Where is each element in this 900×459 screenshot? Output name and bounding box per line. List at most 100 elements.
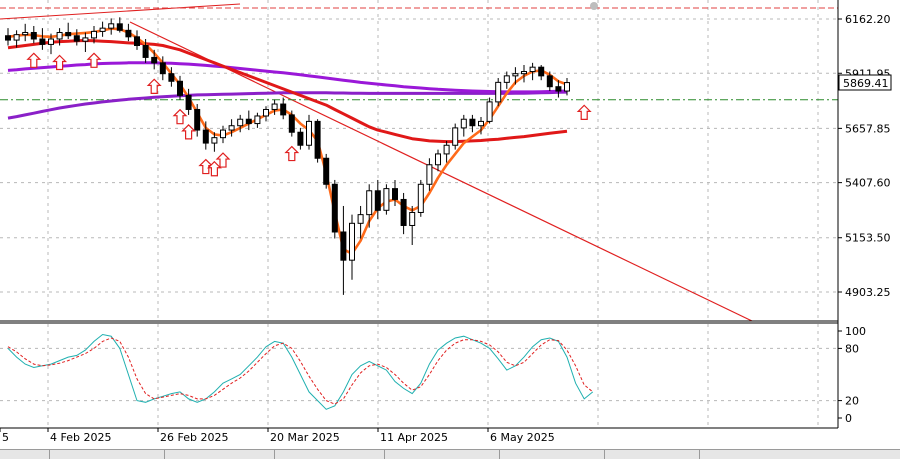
fractal-up-arrow-icon[interactable]	[86, 52, 102, 68]
candle-body[interactable]	[237, 118, 244, 127]
candle-body[interactable]	[564, 82, 570, 92]
chart-shift-marker-icon[interactable]	[590, 2, 598, 10]
fractal-up-arrow-icon[interactable]	[284, 145, 300, 162]
candle-body[interactable]	[202, 129, 209, 144]
date-tick-label: 26 Feb 2025	[160, 431, 228, 444]
symbol-tab[interactable]	[0, 450, 50, 459]
candle-body[interactable]	[529, 66, 536, 73]
slow-moving-average-line[interactable]	[7, 61, 568, 94]
candle-body[interactable]	[366, 190, 373, 216]
candle-body[interactable]	[194, 108, 201, 131]
candle-body[interactable]	[314, 120, 321, 159]
candle-body[interactable]	[280, 103, 287, 116]
candle-body[interactable]	[91, 30, 97, 39]
candle-body[interactable]	[159, 62, 166, 75]
candle-body[interactable]	[503, 75, 510, 83]
fractal-up-arrow-icon[interactable]	[26, 52, 42, 68]
current-price-label: 5869.41	[843, 77, 889, 90]
candle-body[interactable]	[228, 125, 235, 131]
candle-body[interactable]	[478, 120, 484, 127]
candle-body[interactable]	[30, 31, 37, 40]
candle-body[interactable]	[185, 94, 192, 110]
candle-body[interactable]	[538, 66, 545, 77]
symbol-tab[interactable]	[385, 450, 500, 459]
price-tick-label: 4903.25	[845, 286, 891, 299]
candle-body[interactable]	[460, 118, 467, 129]
candle-body[interactable]	[435, 153, 441, 166]
price-tick-label: 5657.85	[845, 122, 891, 135]
mid-moving-average-line[interactable]	[7, 39, 568, 144]
candle-body[interactable]	[254, 115, 261, 125]
candle-body[interactable]	[48, 38, 54, 45]
fractal-up-arrow-icon[interactable]	[181, 124, 197, 140]
candle-body[interactable]	[13, 34, 20, 41]
candle-body[interactable]	[134, 36, 140, 46]
candle-body[interactable]	[495, 81, 502, 103]
candle-body[interactable]	[357, 214, 364, 224]
symbol-tab[interactable]	[165, 450, 275, 459]
symbol-tab[interactable]	[605, 450, 700, 459]
symbol-tab[interactable]	[50, 450, 165, 459]
slow-moving-average-2-line[interactable]	[7, 90, 568, 120]
osc-tick-label: 0	[845, 412, 852, 425]
candle-body[interactable]	[288, 114, 295, 133]
candle-body[interactable]	[546, 75, 553, 88]
osc-tick-label: 100	[845, 325, 866, 338]
candle-body[interactable]	[271, 103, 278, 110]
candle-body[interactable]	[245, 118, 252, 125]
fractal-up-arrow-icon[interactable]	[206, 160, 222, 177]
candle-body[interactable]	[331, 183, 338, 233]
candle-body[interactable]	[211, 137, 218, 144]
trading-chart[interactable]: 6162.205911.955657.855407.605153.504903.…	[0, 0, 900, 449]
candle-body[interactable]	[383, 188, 390, 211]
candle-body[interactable]	[56, 31, 63, 40]
candle-body[interactable]	[65, 31, 72, 37]
candle-body[interactable]	[323, 157, 330, 185]
candle-body[interactable]	[306, 120, 312, 146]
candle-body[interactable]	[512, 73, 519, 77]
candle-body[interactable]	[400, 198, 407, 226]
date-tick-label: 11 Apr 2025	[380, 431, 448, 444]
candle-body[interactable]	[374, 190, 381, 211]
fractal-up-arrow-icon[interactable]	[172, 108, 188, 125]
candle-body[interactable]	[426, 164, 433, 185]
stochastic-signal-line[interactable]	[7, 337, 594, 405]
stochastic-main-line[interactable]	[7, 333, 594, 410]
candle-body[interactable]	[22, 31, 29, 36]
candle-body[interactable]	[349, 222, 355, 261]
fractal-up-arrow-icon[interactable]	[576, 104, 592, 120]
candle-body[interactable]	[142, 44, 149, 58]
candle-body[interactable]	[116, 23, 123, 31]
candle-body[interactable]	[177, 80, 183, 96]
candle-body[interactable]	[409, 211, 416, 226]
candle-body[interactable]	[392, 188, 398, 200]
candle-body[interactable]	[297, 131, 304, 146]
candle-body[interactable]	[443, 144, 450, 155]
fractal-up-arrow-icon[interactable]	[146, 78, 162, 94]
upper-trendline[interactable]	[0, 3, 241, 20]
candle-body[interactable]	[39, 38, 46, 45]
candle-body[interactable]	[5, 35, 11, 41]
candle-body[interactable]	[99, 27, 106, 32]
candle-body[interactable]	[486, 101, 493, 122]
candle-body[interactable]	[73, 35, 80, 42]
candle-body[interactable]	[452, 127, 459, 146]
symbol-tab[interactable]	[275, 450, 385, 459]
candle-body[interactable]	[417, 183, 424, 213]
candle-body[interactable]	[125, 29, 132, 38]
candle-body[interactable]	[168, 73, 175, 82]
candle-body[interactable]	[263, 108, 269, 117]
candle-body[interactable]	[555, 86, 562, 92]
osc-tick-label: 80	[845, 342, 859, 355]
candle-body[interactable]	[108, 23, 115, 29]
candle-body[interactable]	[151, 56, 158, 64]
fractal-up-arrow-icon[interactable]	[52, 54, 68, 71]
candle-body[interactable]	[521, 71, 527, 75]
candle-body[interactable]	[82, 37, 89, 42]
candle-body[interactable]	[469, 118, 476, 127]
fractal-up-arrow-icon[interactable]	[215, 152, 231, 168]
candle-body[interactable]	[340, 231, 347, 261]
symbol-tab[interactable]	[500, 450, 605, 459]
candle-body[interactable]	[220, 129, 226, 139]
